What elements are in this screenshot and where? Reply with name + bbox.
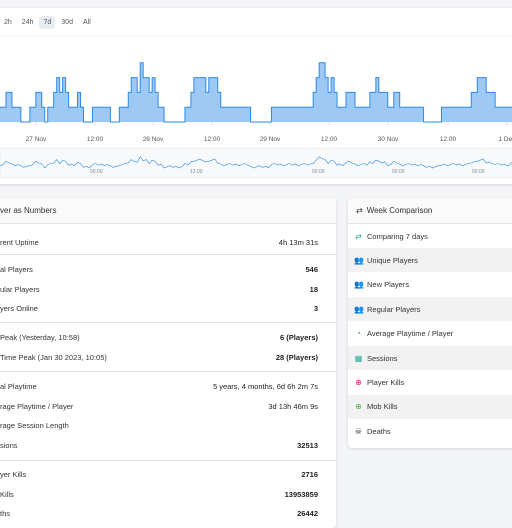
stat-label: Time Peak (Jan 30 2023, 10:05) — [0, 353, 107, 362]
x-tick-label: 29 Nov — [260, 136, 281, 143]
x-tick-label: 1 Dec — [499, 136, 512, 143]
week-comparison-label: Sessions — [367, 353, 398, 363]
week-comparison-label: Average Playtime / Player — [367, 329, 454, 339]
section-divider — [0, 371, 336, 372]
week-comparison-label: Regular Players — [367, 304, 421, 314]
week-comparison-row: ⊕ Mob Kills — [348, 394, 512, 419]
players-online-chart[interactable]: 27 Nov 12:00 28 Nov 12:00 29 Nov 12:00 30 Nov 1… — [0, 8, 512, 184]
week-comparison-label: New Players — [367, 280, 410, 290]
stat-value: 4h 13m 31s — [278, 238, 318, 247]
navigator-tick-label: 00:00 — [312, 169, 325, 175]
stat-value: 13953859 — [284, 490, 318, 499]
stat-value: 32513 — [297, 441, 318, 450]
navigator-tick-label: 00:00 — [392, 169, 405, 175]
players-online-area — [0, 62, 512, 122]
stat-label: yers Online — [0, 304, 38, 313]
week-comparison-label: Deaths — [367, 426, 391, 436]
week-comparison-row: 👥 Regular Players — [348, 297, 512, 322]
compare-icon: ⇄ — [355, 231, 362, 241]
week-comparison-label: Mob Kills — [367, 402, 398, 412]
x-tick-label: 12:00 — [87, 136, 104, 143]
week-panel-header: ⇄ Week Comparison — [348, 198, 512, 224]
x-tick-label: 30 Nov — [378, 136, 399, 143]
range-30d-button[interactable]: 30d — [61, 19, 73, 26]
x-tick-label: 28 Nov — [143, 136, 164, 143]
navigator[interactable] — [0, 147, 512, 179]
users-check-icon: 👥 — [354, 304, 364, 314]
week-comparison-row: ⇄ Comparing 7 days — [348, 224, 512, 248]
numbers-panel-title: ver as Numbers — [0, 206, 57, 215]
stat-label: Peak (Yesterday, 10:58) — [0, 333, 80, 342]
stat-value: 3 — [313, 304, 318, 313]
navigator-tick-label: 12:00 — [190, 169, 203, 175]
week-panel-title: Week Comparison — [366, 206, 433, 215]
week-comparison-label: Player Kills — [367, 377, 405, 387]
section-divider — [0, 460, 336, 461]
stat-label: Kills — [0, 490, 14, 499]
clock-icon: ◔ — [356, 329, 361, 339]
numbers-panel-header: ver as Numbers — [0, 198, 336, 224]
stat-value: 3d 13h 46m 9s — [268, 402, 318, 411]
week-comparison-row: 👥 Unique Players — [348, 248, 512, 273]
x-tick-label: 12:00 — [321, 136, 338, 143]
stat-value: 28 (Players) — [275, 353, 318, 362]
stat-label: rent Uptime — [0, 238, 39, 247]
stat-value: 5 years, 4 months, 6d 6h 2m 7s — [212, 382, 318, 391]
x-tick-label: 12:00 — [204, 136, 221, 143]
stat-label: rage Playtime / Player — [0, 402, 74, 411]
week-comparison-label: Unique Players — [367, 255, 418, 265]
week-comparison-row: 👥 New Players — [348, 273, 512, 297]
x-tick-label: 12:00 — [440, 136, 457, 143]
stat-label: ular Players — [0, 285, 40, 294]
users-icon: 👥 — [354, 255, 364, 265]
stat-value: 26442 — [297, 509, 318, 518]
range-all-button[interactable]: All — [82, 19, 91, 26]
week-comparison-row: ◔ Average Playtime / Player — [348, 322, 512, 346]
users-plus-icon: 👥 — [354, 280, 364, 290]
stat-label: sions — [0, 441, 18, 450]
week-comparison-row: ▦ Sessions — [348, 346, 512, 370]
section-divider — [0, 322, 336, 323]
stat-value: 18 — [309, 285, 318, 294]
section-divider — [0, 254, 336, 255]
exchange-icon: ⇄ — [356, 206, 363, 215]
stat-label: al Players — [0, 265, 33, 274]
crosshair-icon: ⊕ — [355, 377, 362, 387]
week-comparison-panel: ⇄ Week Comparison ⇄ Comparing 7 days 👥 Uniq… — [348, 198, 512, 448]
week-comparison-label: Comparing 7 days — [367, 231, 428, 241]
navigator-tick-label: 00:00 — [472, 169, 485, 175]
range-2h-button[interactable]: 2h — [4, 19, 12, 26]
server-numbers-panel: ver as Numbers rent Uptime 4h 13m 31s al P… — [0, 198, 336, 528]
stat-value: 546 — [305, 265, 318, 274]
x-tick-label: 27 Nov — [26, 136, 47, 143]
range-24h-button[interactable]: 24h — [21, 19, 34, 26]
stat-value: 2716 — [301, 470, 318, 479]
stat-value: 6 (Players) — [280, 333, 318, 342]
stat-label: yer Kills — [0, 470, 27, 479]
stat-label: rage Session Length — [0, 421, 69, 430]
stat-label: al Playtime — [0, 382, 37, 391]
skull-icon: ☠ — [354, 426, 363, 436]
navigator-tick-label: 00:00 — [90, 169, 103, 175]
players-online-chart-card: 2h 24h 7d 30d All 27 Nov 12:00 28 Nov 12:00… — [0, 8, 512, 184]
week-comparison-row: ☠ Deaths — [348, 419, 512, 443]
target-icon: ⊕ — [355, 402, 362, 412]
calendar-icon: ▦ — [354, 353, 363, 363]
players-online-line — [0, 62, 512, 123]
range-selector: 2h 24h 7d 30d All — [0, 16, 95, 29]
week-comparison-row: ⊕ Player Kills — [348, 370, 512, 394]
navigator-line — [0, 156, 512, 169]
range-7d-button[interactable]: 7d — [39, 16, 56, 29]
stat-label: ths — [0, 509, 11, 518]
